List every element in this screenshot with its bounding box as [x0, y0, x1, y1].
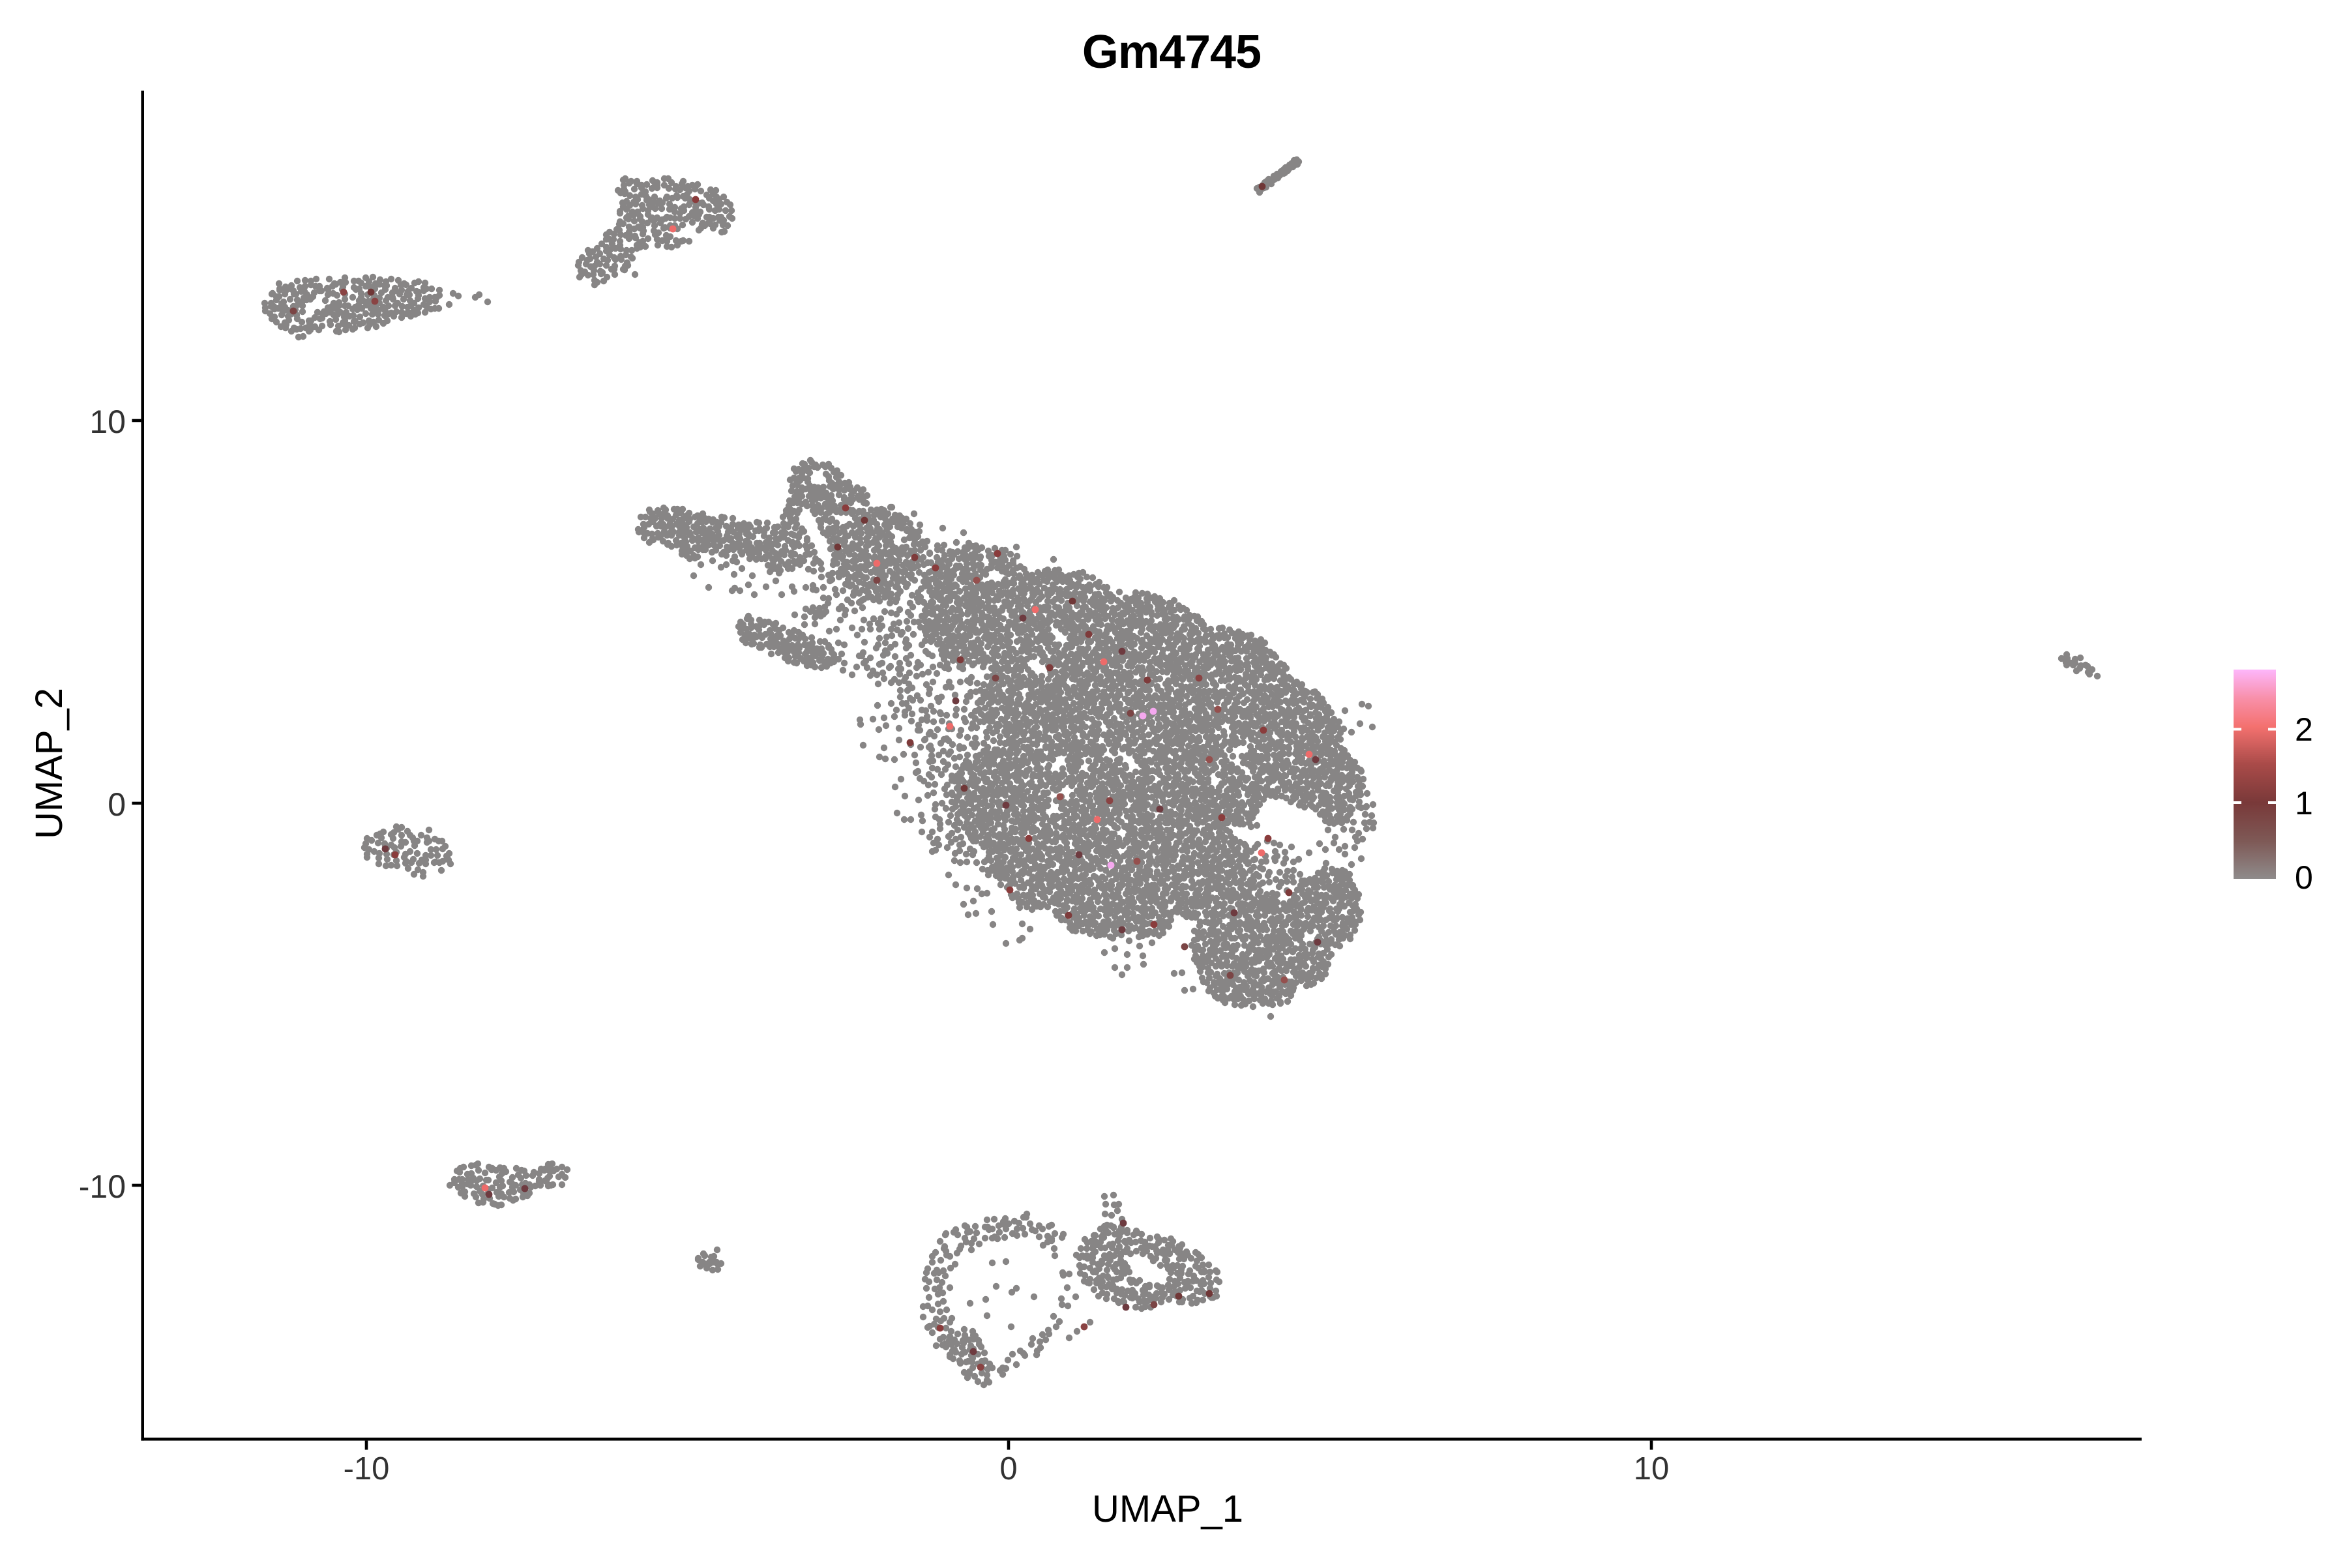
svg-text:UMAP_2: UMAP_2 [28, 688, 70, 839]
svg-text:0: 0 [2295, 859, 2313, 896]
svg-text:1: 1 [2295, 785, 2313, 821]
svg-text:2: 2 [2295, 711, 2313, 748]
svg-text:-10: -10 [344, 1451, 390, 1487]
svg-text:10: 10 [1634, 1451, 1670, 1487]
svg-text:0: 0 [999, 1451, 1017, 1487]
svg-text:0: 0 [108, 786, 126, 823]
svg-text:UMAP_1: UMAP_1 [1092, 1488, 1243, 1530]
svg-text:-10: -10 [79, 1168, 126, 1205]
svg-text:Gm4745: Gm4745 [1082, 26, 1261, 78]
svg-text:10: 10 [89, 404, 126, 440]
